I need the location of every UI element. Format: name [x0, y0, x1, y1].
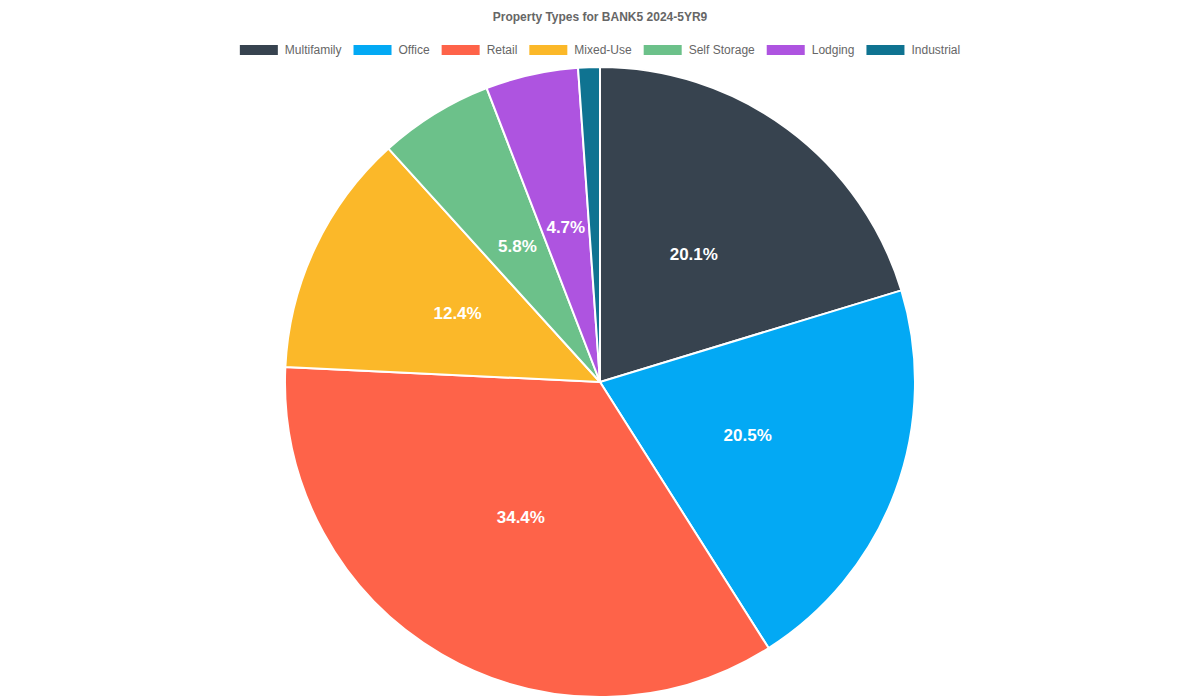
data-labels: 20.1% 20.5% 34.4% 12.4% 5.8% 4.7%: [433, 218, 771, 527]
chart: Property Types for BANK5 2024-5YR9 Multif…: [0, 0, 1200, 700]
legend-item: Multifamily: [240, 43, 342, 57]
legend-item: Self Storage: [644, 43, 755, 57]
legend-swatch: [354, 45, 392, 55]
legend-item: Office: [354, 43, 430, 57]
legend-label: Multifamily: [285, 43, 342, 57]
slice: [487, 68, 600, 382]
legend-label: Industrial: [911, 43, 960, 57]
data-label: 20.1%: [670, 245, 718, 264]
legend-label: Self Storage: [689, 43, 755, 57]
legend-swatch: [240, 45, 278, 55]
legend-item: Retail: [442, 43, 518, 57]
data-label: 4.7%: [546, 218, 585, 237]
legend-swatch: [644, 45, 682, 55]
slice: [285, 367, 769, 697]
legend-item: Lodging: [767, 43, 855, 57]
data-label: 34.4%: [497, 508, 545, 527]
data-label: 20.5%: [724, 426, 772, 445]
legend-label: Mixed-Use: [574, 43, 632, 57]
legend: Multifamily Office Retail Mixed-Use Self Sto…: [240, 43, 960, 57]
legend-label: Lodging: [812, 43, 855, 57]
legend-item: Mixed-Use: [529, 43, 632, 57]
data-label: 5.8%: [498, 237, 537, 256]
pie: [285, 67, 915, 697]
legend-item: Industrial: [866, 43, 960, 57]
title: Property Types for BANK5 2024-5YR9: [493, 10, 708, 24]
data-label: 12.4%: [433, 304, 481, 323]
legend-swatch: [767, 45, 805, 55]
legend-label: Retail: [487, 43, 518, 57]
legend-swatch: [866, 45, 904, 55]
legend-label: Office: [399, 43, 430, 57]
legend-swatch: [442, 45, 480, 55]
legend-swatch: [529, 45, 567, 55]
